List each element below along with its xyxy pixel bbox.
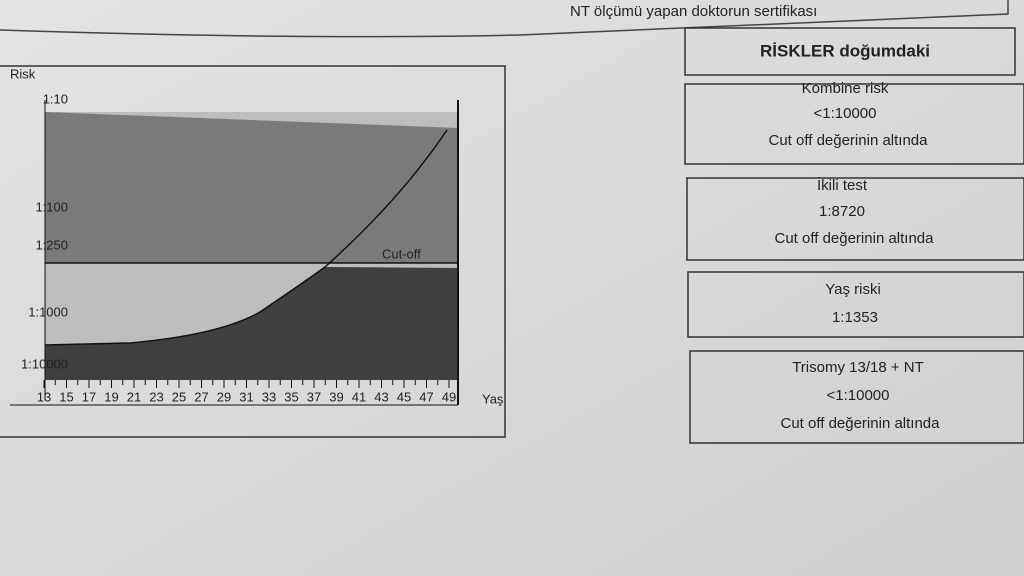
- x-tick-label: 21: [127, 389, 141, 404]
- risk-box-title: Kombine risk: [802, 80, 889, 97]
- x-tick-label: 39: [329, 389, 343, 404]
- risk-box: [689, 350, 1024, 444]
- x-tick-label: 15: [59, 389, 73, 404]
- x-tick-label: 27: [194, 389, 208, 404]
- risk-box-note: Cut off değerinin altında: [780, 415, 940, 432]
- chart: Risk Yaş Cut-off 1:10 1:100 1:250 1:1000 1:1…: [0, 65, 506, 438]
- risk-box: [684, 83, 1024, 165]
- high-risk-region: [45, 112, 458, 263]
- risk-box-note: Cut off değerinin altında: [768, 132, 928, 149]
- risk-box: [687, 271, 1024, 338]
- x-tick-label: 49: [442, 389, 456, 404]
- y-axis-label: Risk: [10, 66, 36, 81]
- x-tick-label: 47: [419, 389, 433, 404]
- x-tick-label: 45: [397, 389, 411, 404]
- risk-panel: RİSKLER doğumdaki Kombine risk <1:10000 …: [684, 27, 1024, 444]
- risk-box-note: Cut off değerinin altında: [774, 230, 934, 247]
- x-tick-label: 41: [352, 389, 366, 404]
- risk-box-value: <1:10000: [814, 105, 877, 122]
- risk-curve: [44, 129, 448, 346]
- x-tick-label: 29: [217, 389, 231, 404]
- x-axis-label: Yaş: [482, 391, 504, 406]
- chart-frame: [0, 65, 506, 438]
- age-risk-region: [45, 267, 458, 380]
- risk-box-value: 1:8720: [819, 203, 865, 220]
- y-tick-label: 1:10000: [21, 356, 68, 371]
- y-tick-label: 1:250: [35, 237, 68, 252]
- risk-box-value: <1:10000: [827, 387, 890, 404]
- x-tick-label: 25: [172, 389, 186, 404]
- x-tick-label: 31: [239, 389, 253, 404]
- x-tick-label: 37: [307, 389, 321, 404]
- risk-box-value: 1:1353: [832, 309, 878, 326]
- x-tick-label: 17: [82, 389, 96, 404]
- risk-box-title: Yaş riski: [825, 281, 881, 298]
- risk-box-title: İkili test: [817, 176, 868, 194]
- x-tick-label: 33: [262, 389, 276, 404]
- y-tick-label: 1:10: [43, 91, 68, 106]
- y-tick-label: 1:1000: [28, 304, 68, 319]
- risk-box-title: Trisomy 13/18 + NT: [792, 359, 924, 376]
- x-tick-label: 13: [37, 389, 51, 404]
- cutoff-label: Cut-off: [382, 246, 421, 261]
- y-tick-label: 1:100: [35, 199, 68, 214]
- header-frame: [0, 0, 1009, 38]
- risk-box: [686, 177, 1024, 261]
- x-tick-label: 23: [149, 389, 163, 404]
- x-tick-label: 35: [284, 389, 298, 404]
- risk-title: RİSKLER doğumdaki: [760, 41, 930, 60]
- x-tick-label: 43: [374, 389, 388, 404]
- certificate-label: NT ölçümü yapan doktorun sertifikası: [570, 3, 817, 20]
- x-tick-label: 19: [104, 389, 118, 404]
- risk-title-box: [684, 27, 1016, 76]
